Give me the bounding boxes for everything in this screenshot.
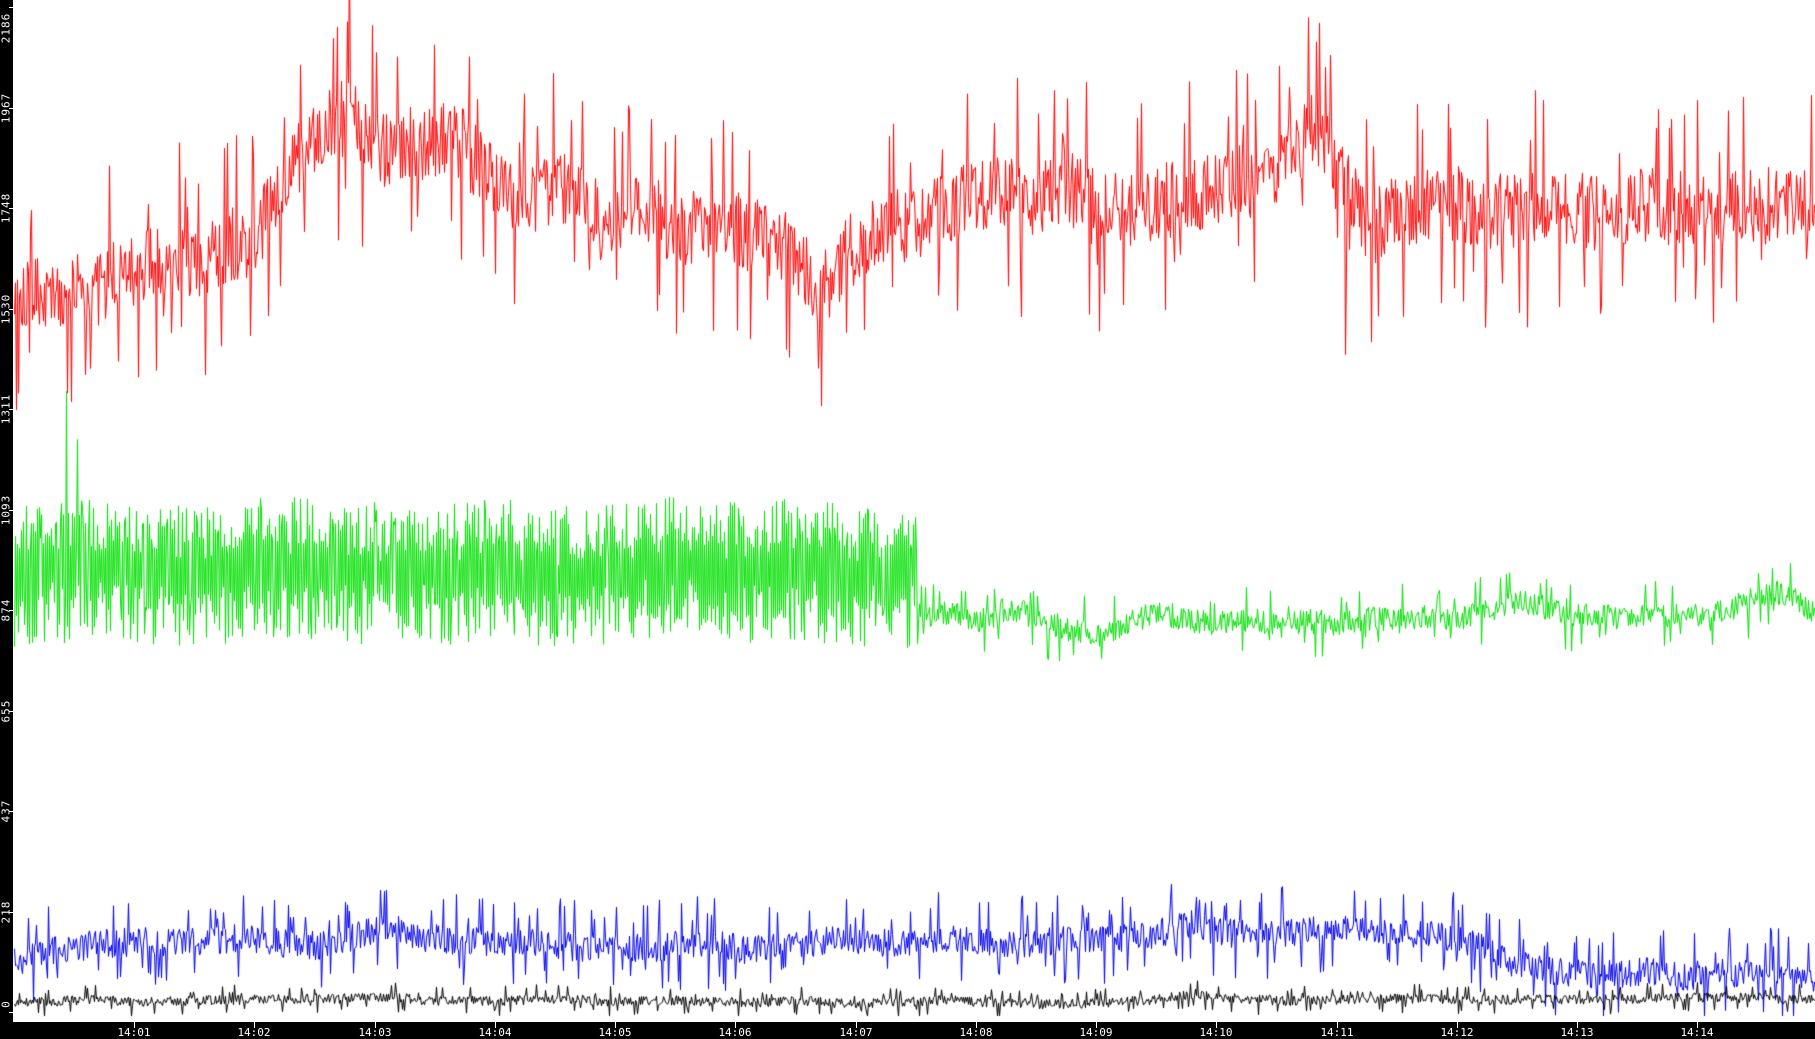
x-tick-label: 14:11: [1320, 1026, 1354, 1039]
x-tick-label: 14:13: [1560, 1026, 1594, 1039]
x-axis-bar: 14:01 14:02 14:03 14:04 14:05 14:06 14:07 14:08…: [0, 1022, 1815, 1039]
y-tick-label: 0: [0, 1000, 13, 1008]
y-tick-label: 655: [0, 699, 13, 723]
x-tick-label: 14:04: [478, 1026, 512, 1039]
x-tick-label: 14:09: [1079, 1026, 1113, 1039]
y-axis-strip: 0 218 437 655 874 1093 1311 1530 1748 1967 2186: [0, 0, 13, 1039]
x-tick-label: 14:10: [1199, 1026, 1233, 1039]
x-tick-label: 14:08: [959, 1026, 993, 1039]
x-tick-label: 14:02: [237, 1026, 271, 1039]
y-tick-label: 218: [0, 900, 13, 924]
x-tick-label: 14:14: [1680, 1026, 1714, 1039]
x-tick-mark: [134, 1022, 135, 1028]
y-tick-mark: [9, 1012, 13, 1013]
x-tick-label: 14:07: [839, 1026, 873, 1039]
y-tick-label: 1530: [0, 293, 13, 325]
x-tick-label: 14:03: [358, 1026, 392, 1039]
x-tick-mark: [976, 1022, 977, 1028]
x-tick-mark: [254, 1022, 255, 1028]
y-tick-mark: [9, 610, 13, 611]
y-tick-mark: [9, 912, 13, 913]
x-tick-label: 14:05: [598, 1026, 632, 1039]
y-tick-mark: [9, 811, 13, 812]
x-tick-mark: [1216, 1022, 1217, 1028]
x-tick-mark: [495, 1022, 496, 1028]
x-tick-mark: [615, 1022, 616, 1028]
y-tick-mark: [9, 208, 13, 209]
x-tick-mark: [1337, 1022, 1338, 1028]
y-tick-label: 874: [0, 598, 13, 622]
y-tick-mark: [9, 7, 13, 8]
x-tick-mark: [375, 1022, 376, 1028]
y-tick-label: 1967: [0, 92, 13, 124]
x-tick-mark: [1697, 1022, 1698, 1028]
x-tick-label: 14:06: [718, 1026, 752, 1039]
y-tick-label: 1748: [0, 192, 13, 224]
y-tick-mark: [9, 711, 13, 712]
y-tick-mark: [9, 409, 13, 410]
y-tick-mark: [9, 309, 13, 310]
y-tick-label: 437: [0, 799, 13, 823]
y-tick-label: 1093: [0, 494, 13, 526]
x-tick-mark: [1457, 1022, 1458, 1028]
y-tick-mark: [9, 510, 13, 511]
x-tick-mark: [1577, 1022, 1578, 1028]
y-tick-label: 2186: [0, 12, 13, 44]
y-tick-label: 1311: [0, 393, 13, 425]
x-tick-label: 14:12: [1440, 1026, 1474, 1039]
x-tick-label: 14:01: [117, 1026, 151, 1039]
x-tick-mark: [735, 1022, 736, 1028]
x-tick-mark: [1096, 1022, 1097, 1028]
x-tick-mark: [856, 1022, 857, 1028]
y-tick-mark: [9, 108, 13, 109]
